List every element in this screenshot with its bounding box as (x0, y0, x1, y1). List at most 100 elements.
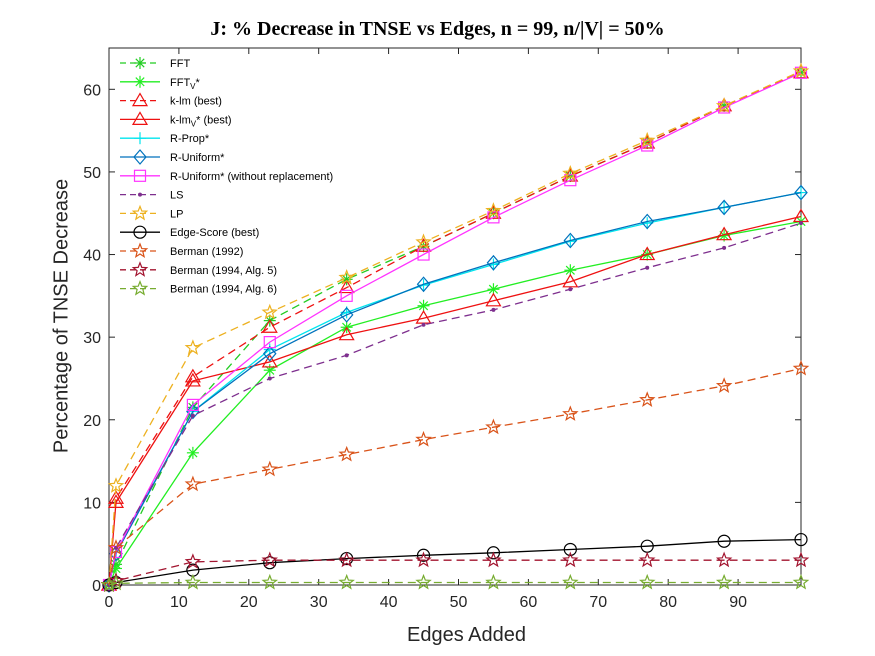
y-tick-label: 10 (83, 495, 101, 512)
series-7 (102, 66, 808, 592)
legend-item: FFT (120, 57, 190, 70)
y-tick-label: 50 (83, 165, 101, 182)
x-tick-label: 10 (170, 594, 188, 611)
data-point (421, 322, 426, 327)
y-tick-label: 20 (83, 413, 101, 430)
data-point (487, 211, 500, 224)
legend-marker (133, 225, 147, 239)
data-point (485, 573, 502, 590)
legend-marker (131, 111, 149, 126)
data-point (562, 273, 579, 288)
legend-label: LS (170, 190, 183, 202)
data-point (639, 391, 656, 407)
data-point (563, 232, 578, 249)
data-point (640, 213, 655, 230)
legend-item: LS (120, 190, 183, 202)
data-point (263, 556, 277, 570)
data-point (415, 233, 432, 250)
legend-item: Berman (1994, Alg. 6) (120, 279, 277, 296)
data-point (186, 403, 200, 420)
legend-marker (134, 132, 146, 145)
data-point (261, 353, 278, 368)
legend-marker (134, 75, 146, 88)
data-point (491, 307, 496, 312)
legend-item: Berman (1992) (120, 242, 243, 259)
y-tick-label: 60 (83, 82, 101, 99)
x-tick-label: 70 (589, 594, 607, 611)
data-point (715, 377, 733, 393)
data-point (717, 534, 731, 548)
data-point (792, 551, 810, 568)
series-11 (100, 359, 810, 593)
legend-label: R-Uniform* (170, 152, 225, 164)
data-point (715, 97, 733, 113)
data-point (184, 553, 202, 569)
data-point (562, 573, 579, 590)
data-point (485, 202, 502, 218)
data-point (263, 336, 276, 349)
data-point (107, 477, 125, 493)
series-6 (102, 184, 808, 593)
data-point (338, 573, 355, 590)
data-point (645, 265, 650, 270)
y-tick-label: 30 (83, 330, 101, 347)
data-point (339, 306, 354, 323)
legend-label: Berman (1994, Alg. 6) (170, 284, 277, 296)
data-point (416, 276, 431, 293)
data-point (184, 372, 201, 387)
data-point (485, 551, 502, 568)
series-line (108, 70, 802, 586)
series-13 (100, 573, 810, 593)
series-line (108, 72, 802, 586)
data-point (715, 573, 733, 590)
legend-marker (138, 192, 142, 197)
legend-marker (131, 92, 149, 107)
series-line (108, 581, 801, 586)
data-point (261, 319, 278, 333)
data-point (485, 418, 502, 435)
data-point (107, 574, 125, 591)
data-point (261, 303, 278, 320)
data-point (417, 279, 430, 292)
data-point (415, 551, 432, 568)
legend-label: Berman (1994, Alg. 5) (170, 265, 277, 277)
data-point (340, 289, 353, 302)
x-tick-label: 40 (380, 594, 398, 611)
data-point (267, 376, 272, 381)
series-line (108, 367, 802, 586)
legend-marker (131, 242, 149, 259)
data-point (792, 62, 810, 79)
series-10 (102, 532, 808, 592)
legend-label: k-lmV* (best) (170, 114, 232, 128)
data-point (100, 576, 118, 593)
data-point (338, 269, 355, 285)
data-point (186, 398, 199, 411)
data-point (186, 446, 199, 459)
data-point (568, 287, 573, 292)
data-point (486, 254, 501, 271)
data-point (261, 551, 279, 568)
legend-marker (131, 261, 149, 277)
data-point (344, 353, 349, 358)
data-point (562, 164, 579, 181)
data-point (184, 573, 202, 590)
data-point (794, 532, 808, 547)
legend-marker (134, 57, 146, 69)
data-point (184, 475, 202, 492)
legend-label: Edge-Score (best) (170, 227, 259, 239)
legend-marker (131, 279, 149, 296)
y-tick-label: 40 (83, 248, 101, 265)
legend-item: LP (120, 204, 183, 221)
x-tick-label: 80 (659, 594, 677, 611)
data-point (715, 551, 733, 568)
series-line (108, 72, 802, 586)
data-point (638, 551, 656, 568)
data-point (794, 184, 808, 201)
data-point (486, 546, 501, 560)
data-point (639, 131, 656, 148)
data-point (562, 405, 579, 421)
series-9 (100, 62, 810, 593)
legend-marker (133, 149, 147, 165)
plot-area-frame (108, 47, 802, 586)
x-tick-label: 0 (105, 594, 114, 611)
